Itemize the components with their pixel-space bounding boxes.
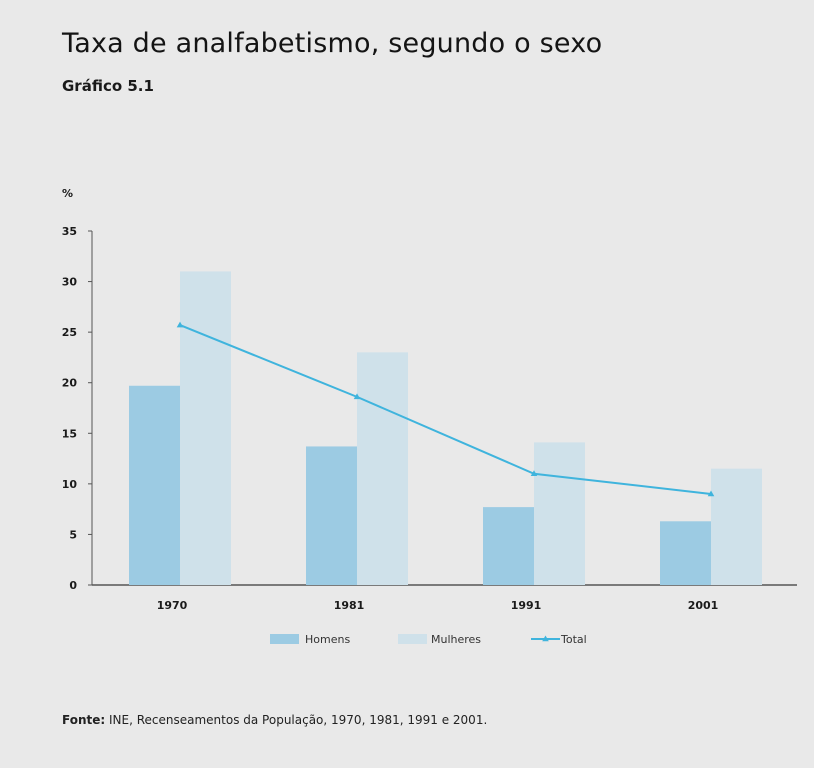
y-tick-label: 30	[62, 276, 78, 289]
source-label: Fonte:	[62, 713, 106, 727]
x-tick-label-1991: 1991	[511, 599, 542, 612]
bar-homens-1970	[129, 385, 180, 585]
bar-mulheres-1970	[180, 271, 231, 585]
point-total-2001	[707, 490, 715, 497]
bar-mulheres-1981	[357, 352, 408, 585]
chart-total-line	[176, 321, 715, 497]
bar-mulheres-1991	[534, 442, 585, 585]
chart-subtitle: Gráfico 5.1	[62, 77, 154, 95]
bar-homens-1991	[483, 507, 534, 585]
legend-swatch-mulheres	[398, 634, 427, 644]
source-note: Fonte: INE, Recenseamentos da População,…	[62, 713, 487, 727]
source-text: INE, Recenseamentos da População, 1970, …	[105, 713, 488, 727]
y-tick-label: 25	[62, 326, 77, 339]
line-total	[179, 324, 712, 495]
chart-title: Taxa de analfabetismo, segundo o sexo	[62, 28, 603, 59]
chart-legend: Homens Mulheres Total	[270, 633, 587, 646]
chart-x-tick-labels: 1970 1981 1991 2001	[157, 599, 719, 612]
legend-marker-total	[542, 635, 549, 642]
bar-homens-1981	[306, 446, 357, 585]
point-total-1981	[353, 393, 361, 400]
x-tick-label-2001: 2001	[688, 599, 719, 612]
legend-label-homens: Homens	[305, 633, 350, 646]
y-tick-label: 10	[62, 478, 78, 491]
y-axis-unit-label: %	[62, 187, 73, 200]
bar-line-chart: % 0 5 10 15 20 25 30 35 1970 1981 1991 2001 Homens M…	[62, 187, 797, 646]
y-tick-label: 15	[62, 427, 77, 440]
legend-label-total: Total	[560, 633, 587, 646]
x-tick-label-1970: 1970	[157, 599, 188, 612]
y-tick-label: 35	[62, 225, 77, 238]
legend-swatch-homens	[270, 634, 299, 644]
legend-label-mulheres: Mulheres	[431, 633, 481, 646]
x-tick-label-1981: 1981	[334, 599, 365, 612]
bar-mulheres-2001	[711, 468, 762, 585]
y-tick-label: 20	[62, 377, 78, 390]
bar-homens-2001	[660, 521, 711, 585]
y-tick-label: 5	[69, 528, 77, 541]
chart-bars	[129, 271, 762, 585]
point-total-1970	[176, 321, 184, 328]
y-tick-label: 0	[69, 579, 77, 592]
point-total-1991	[530, 470, 538, 477]
